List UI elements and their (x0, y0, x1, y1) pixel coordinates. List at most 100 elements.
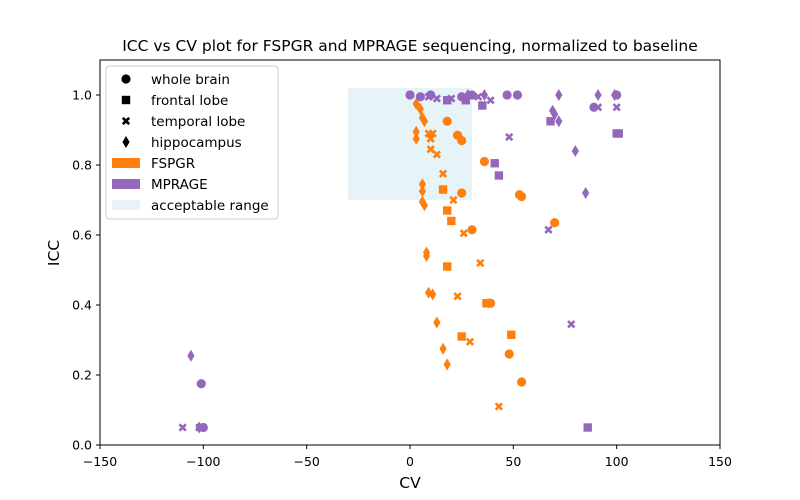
chart-title: ICC vs CV plot for FSPGR and MPRAGE sequ… (122, 37, 698, 55)
data-points-layer (178, 89, 623, 434)
data-point-mprage-hippocampus (549, 104, 557, 117)
data-point-mprage-frontal-lobe (490, 159, 499, 168)
data-point-mprage-hippocampus (571, 145, 579, 157)
data-point-fspgr-hippocampus (429, 288, 437, 301)
legend-box (105, 65, 279, 220)
data-point-mprage-hippocampus (611, 89, 619, 101)
data-point-fspgr-hippocampus (443, 358, 451, 371)
data-point-fspgr-hippocampus (422, 250, 431, 262)
data-point-fspgr-frontal-lobe (438, 185, 448, 194)
data-point-fspgr-hippocampus (412, 125, 420, 138)
data-point-mprage-temporal-lobe (544, 225, 553, 234)
x-tick-label: 150 (708, 454, 732, 469)
data-point-mprage-frontal-lobe (478, 101, 487, 110)
data-point-fspgr-whole-brain (442, 116, 452, 126)
data-point-fspgr-whole-brain (504, 349, 514, 359)
legend-label: FSPGR (151, 156, 195, 172)
data-point-fspgr-whole-brain (517, 377, 527, 387)
legend-label: frontal lobe (151, 93, 228, 109)
data-point-mprage-temporal-lobe (424, 92, 433, 101)
y-tick-label: 0.2 (72, 368, 92, 383)
data-point-fspgr-temporal-lobe (494, 402, 503, 411)
data-point-fspgr-hippocampus (412, 97, 420, 110)
data-point-fspgr-temporal-lobe (438, 169, 448, 178)
legend-label: temporal lobe (151, 114, 245, 130)
y-tick-label: 0.4 (72, 298, 92, 313)
data-point-fspgr-temporal-lobe (428, 129, 437, 138)
legend-marker-whole-brain (121, 74, 131, 84)
x-axis-label: CV (399, 474, 421, 492)
legend-marker-temporal-lobe (121, 116, 131, 126)
data-point-fspgr-hippocampus (433, 316, 441, 329)
y-axis-label: ICC (45, 240, 63, 266)
data-point-mprage-hippocampus (195, 421, 203, 434)
legend-swatch-mprage (112, 179, 140, 189)
data-point-mprage-temporal-lobe (405, 90, 415, 100)
data-point-fspgr-hippocampus (412, 132, 420, 145)
data-point-fspgr-temporal-lobe (453, 292, 462, 301)
data-point-mprage-frontal-lobe (614, 129, 623, 138)
data-point-fspgr-whole-brain (467, 225, 477, 235)
data-point-mprage-hippocampus (555, 115, 563, 128)
data-point-mprage-frontal-lobe (494, 171, 504, 180)
data-point-fspgr-frontal-lobe (457, 332, 466, 341)
data-point-fspgr-temporal-lobe (465, 337, 475, 346)
data-point-fspgr-hippocampus (418, 111, 426, 124)
data-point-mprage-hippocampus (555, 89, 563, 101)
y-axis: 0.0 0.2 0.4 0.6 0.8 1.0 (72, 88, 100, 453)
legend-label: whole brain (151, 72, 230, 88)
data-point-fspgr-whole-brain (550, 218, 560, 228)
x-tick-label: −150 (83, 454, 117, 469)
data-point-mprage-hippocampus (187, 349, 195, 362)
data-point-fspgr-temporal-lobe (449, 195, 458, 205)
x-tick-label: −100 (186, 454, 220, 469)
data-point-fspgr-frontal-lobe (443, 206, 452, 215)
data-point-fspgr-hippocampus (418, 195, 426, 208)
data-point-mprage-hippocampus (480, 89, 488, 101)
legend-label: acceptable range (151, 198, 269, 214)
data-point-fspgr-hippocampus (420, 115, 429, 128)
y-tick-label: 0.6 (72, 228, 92, 243)
legend-label: MPRAGE (151, 177, 208, 193)
acceptable-range-region (348, 88, 472, 200)
legend-marker-frontal-lobe (121, 95, 131, 105)
data-point-fspgr-hippocampus (418, 185, 426, 198)
data-point-mprage-hippocampus (582, 187, 590, 199)
legend-swatch-acceptable-range (112, 200, 140, 210)
acceptable-range-layer (348, 88, 472, 200)
data-point-fspgr-hippocampus (416, 103, 424, 115)
data-point-mprage-whole-brain (196, 379, 206, 389)
data-point-mprage-frontal-lobe (443, 96, 452, 105)
data-point-mprage-temporal-lobe (486, 96, 495, 105)
data-point-mprage-temporal-lobe (567, 320, 576, 329)
data-point-fspgr-whole-brain (457, 135, 467, 146)
data-point-mprage-frontal-lobe (583, 423, 592, 432)
data-point-mprage-temporal-lobe (593, 103, 603, 112)
data-point-fspgr-frontal-lobe (482, 299, 491, 308)
legend-swatch-fspgr (112, 158, 140, 168)
data-point-mprage-temporal-lobe (474, 92, 483, 101)
data-point-fspgr-temporal-lobe (426, 134, 435, 143)
data-point-mprage-whole-brain (415, 92, 425, 102)
data-point-fspgr-whole-brain (517, 191, 527, 202)
data-point-mprage-temporal-lobe (178, 423, 187, 432)
data-point-fspgr-frontal-lobe (443, 262, 452, 271)
legend-marker-hippocampus (122, 136, 130, 148)
data-point-fspgr-hippocampus (439, 342, 447, 355)
x-tick-label: 50 (505, 454, 521, 469)
data-point-mprage-hippocampus (594, 89, 602, 101)
data-point-fspgr-temporal-lobe (426, 145, 435, 154)
data-point-mprage-hippocampus (464, 89, 472, 101)
data-point-mprage-whole-brain (512, 90, 523, 100)
x-tick-label: 0 (406, 454, 414, 469)
data-point-mprage-temporal-lobe (447, 94, 456, 103)
data-point-fspgr-whole-brain (457, 188, 467, 198)
data-point-fspgr-hippocampus (425, 286, 433, 299)
x-tick-label: −50 (293, 454, 319, 469)
y-tick-label: 0.0 (72, 438, 92, 453)
data-point-mprage-hippocampus (551, 108, 559, 121)
x-axis: −150 −100 −50 0 50 100 150 (83, 445, 732, 469)
data-point-mprage-frontal-lobe (546, 117, 555, 126)
legend-label: hippocampus (151, 135, 242, 151)
data-point-fspgr-whole-brain (479, 156, 489, 167)
